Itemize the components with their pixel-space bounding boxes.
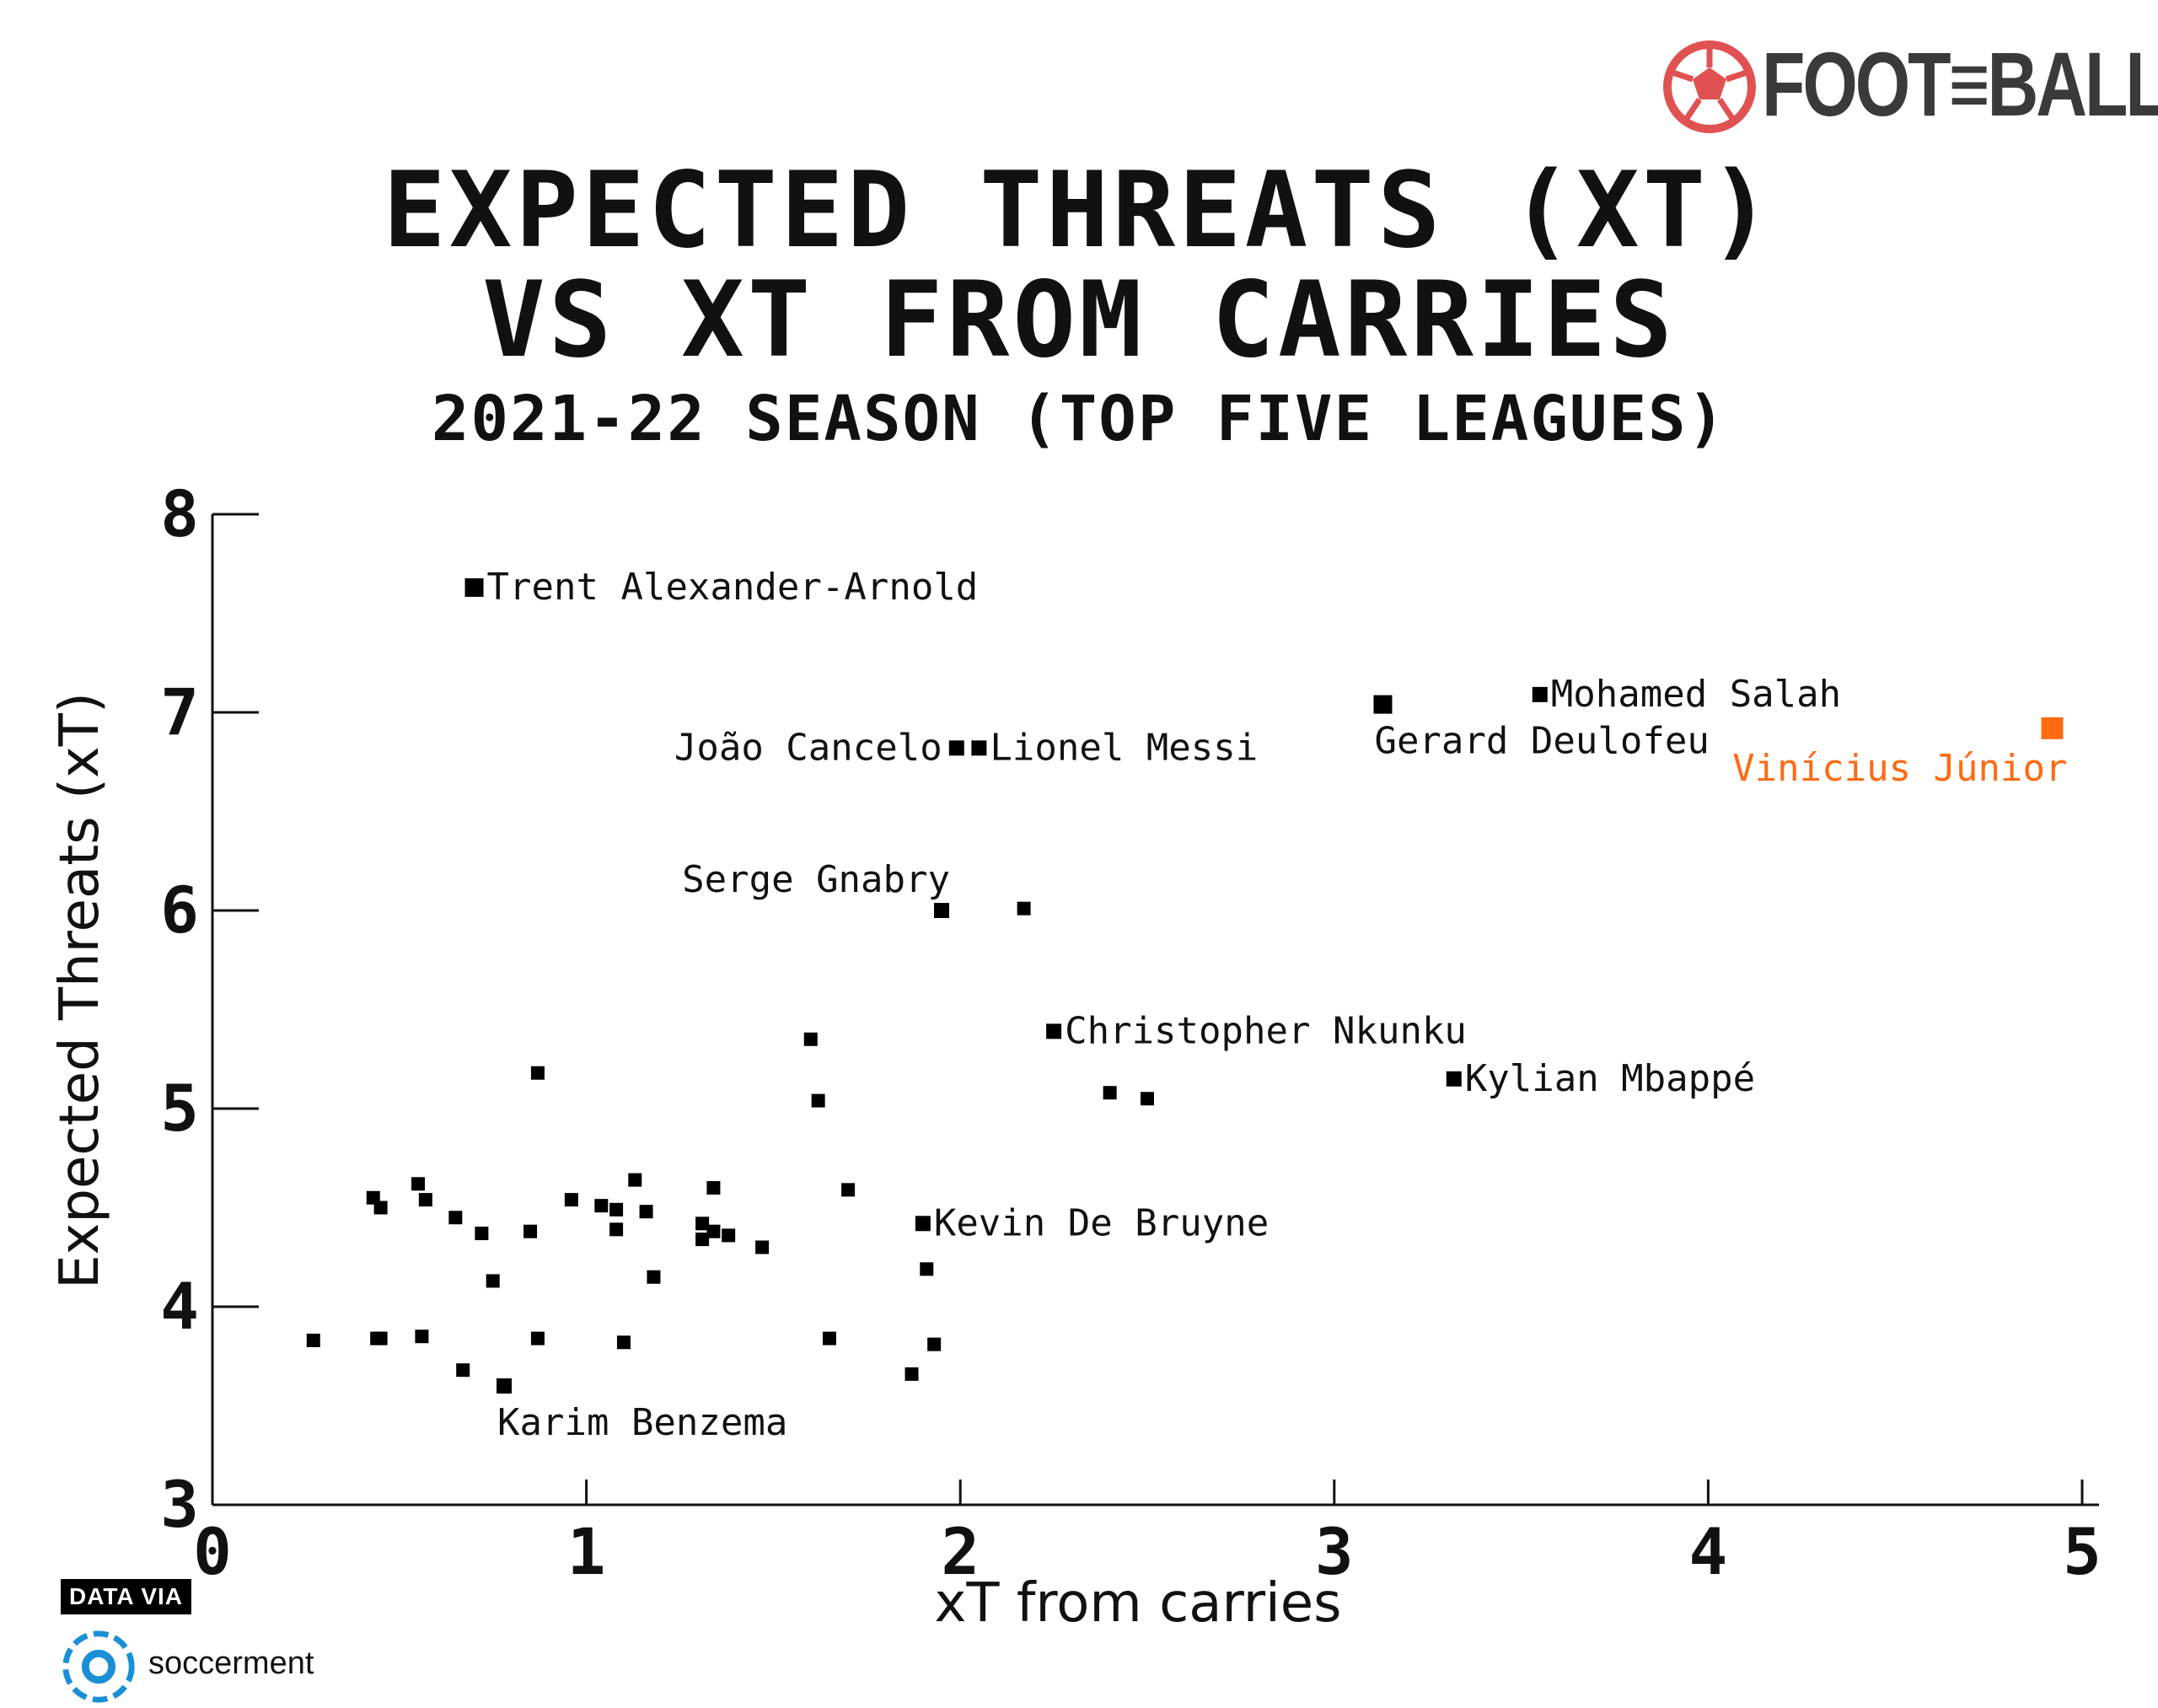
data-point-labeled — [1446, 1071, 1462, 1087]
data-point-labeled — [948, 740, 964, 756]
data-point — [822, 1331, 836, 1345]
data-point — [706, 1181, 721, 1195]
data-point — [1017, 901, 1031, 916]
data-point — [841, 1183, 856, 1197]
point-label: Trent Alexander-Arnold — [487, 566, 979, 609]
data-point — [1103, 1086, 1117, 1100]
point-label: Serge Gnabry — [682, 858, 950, 901]
data-point — [456, 1363, 470, 1378]
data-point — [306, 1333, 320, 1347]
data-point — [811, 1093, 825, 1108]
data-point — [373, 1331, 388, 1345]
data-point-labeled — [2041, 717, 2064, 739]
data-point — [695, 1217, 710, 1231]
data-point-labeled — [934, 903, 950, 918]
y-tick-label: 4 — [160, 1269, 199, 1344]
brand-wordmark: FOOT≡BALL — [1762, 33, 2158, 135]
point-label: Christopher Nkunku — [1065, 1009, 1467, 1052]
point-label: Lionel Messi — [990, 726, 1258, 769]
data-point — [695, 1233, 710, 1247]
data-point — [594, 1199, 609, 1213]
data-point — [706, 1224, 721, 1238]
data-point — [530, 1331, 545, 1345]
x-axis-label: xT from carries — [934, 1572, 1342, 1635]
data-point — [647, 1270, 661, 1284]
data-point — [486, 1274, 500, 1288]
x-tick-label: 2 — [941, 1514, 980, 1589]
data-point — [803, 1032, 818, 1046]
data-point — [530, 1066, 545, 1080]
data-point — [616, 1335, 631, 1350]
data-point-labeled — [915, 1216, 931, 1232]
y-tick-label: 3 — [160, 1467, 199, 1542]
data-point — [475, 1227, 489, 1241]
data-point — [609, 1202, 624, 1217]
chart-title: EXPECTED THREATS (XT) — [383, 150, 1775, 271]
x-tick-label: 0 — [193, 1514, 232, 1589]
data-point-labeled — [464, 577, 484, 597]
point-label: João Cancelo — [674, 726, 942, 769]
point-label: Karim Benzema — [497, 1401, 787, 1444]
x-tick-label: 1 — [567, 1514, 606, 1589]
data-point — [564, 1193, 578, 1207]
data-point — [1141, 1092, 1154, 1106]
data-point-labeled — [1373, 695, 1393, 714]
chart-subtitle: 2021-22 SEASON (TOP FIVE LEAGUES) — [431, 383, 1727, 455]
x-tick-label: 5 — [2063, 1514, 2102, 1589]
x-tick-label: 4 — [1689, 1514, 1728, 1589]
data-points — [306, 577, 2064, 1394]
data-point — [523, 1224, 538, 1238]
point-label: Gerard Deulofeu — [1374, 720, 1709, 763]
data-point — [920, 1262, 934, 1276]
source-name: soccerment — [148, 1646, 314, 1681]
data-point-labeled — [1532, 686, 1548, 702]
y-tick-label: 5 — [160, 1071, 199, 1146]
data-point-labeled — [971, 740, 987, 756]
data-point — [905, 1367, 919, 1381]
data-point — [755, 1240, 770, 1254]
y-tick-label: 7 — [160, 674, 199, 749]
data-via-badge: DATA VIA — [61, 1579, 192, 1614]
data-point — [609, 1222, 624, 1237]
point-label: Kevin De Bruyne — [934, 1201, 1269, 1244]
point-label: Mohamed Salah — [1551, 673, 1841, 716]
data-point — [722, 1228, 736, 1243]
data-point — [373, 1200, 388, 1215]
data-point — [415, 1329, 429, 1344]
data-point — [639, 1205, 653, 1219]
point-label: Kylian Mbappé — [1465, 1057, 1755, 1100]
football-icon — [1663, 40, 1756, 133]
chart-title-line-2: VS XT FROM CARRIES — [482, 260, 1676, 381]
x-tick-label: 3 — [1315, 1514, 1354, 1589]
soccerment-logo-icon — [62, 1630, 135, 1703]
data-point — [411, 1177, 425, 1191]
point-label: Vinícius Júnior — [1732, 747, 2067, 790]
y-tick-label: 6 — [160, 873, 199, 948]
data-point — [628, 1173, 642, 1187]
brand-logo — [1663, 40, 1756, 133]
y-tick-label: 8 — [160, 476, 199, 551]
data-point-labeled — [497, 1378, 513, 1394]
point-labels: Trent Alexander-Arnold João Cancelo Lionel… — [487, 566, 2068, 1444]
data-point — [418, 1193, 432, 1207]
data-point-labeled — [1046, 1023, 1062, 1039]
data-point — [927, 1337, 942, 1351]
axes: 0 1 2 3 4 5 3 4 5 6 7 8 — [160, 476, 2102, 1589]
data-point — [448, 1211, 463, 1225]
y-axis-label: Expected Threats (xT) — [49, 692, 111, 1289]
